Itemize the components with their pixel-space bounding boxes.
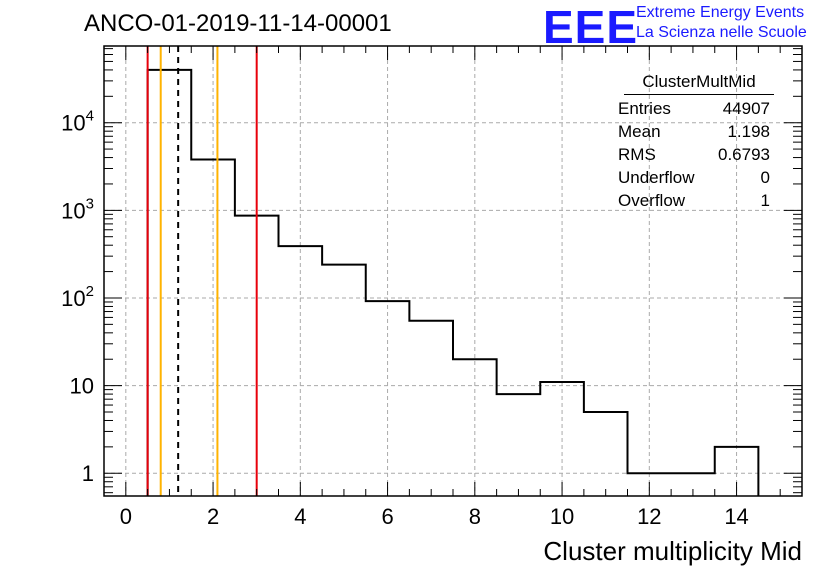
x-tick-label: 8 [469,504,481,529]
y-tick-base: 10 [61,286,85,311]
histogram-bin [497,394,541,496]
y-tick-label: 10 [70,374,94,399]
histogram-bin [584,412,628,496]
eee-logo: EEE [543,1,639,53]
stats-label: Underflow [618,168,695,187]
y-tick-exponent: 4 [86,108,94,125]
y-tick-label: 1 [82,461,94,486]
stats-value: 44907 [722,99,770,118]
y-tick-label: 103 [61,195,94,223]
y-tick-label: 102 [61,283,94,311]
stats-title: ClusterMultMid [624,72,774,95]
stats-label: Mean [618,122,661,141]
x-tick-label: 10 [550,504,574,529]
chart-title: ANCO-01-2019-11-14-00001 [84,10,392,37]
stats-value: 1.198 [727,122,770,141]
histogram-bin [453,359,497,496]
x-tick-label: 12 [637,504,661,529]
x-tick-label: 4 [294,504,306,529]
stats-row-rms: RMS 0.6793 [614,143,776,166]
stats-label: RMS [618,145,656,164]
histogram-bin [191,160,235,496]
y-tick-exponent: 3 [86,195,94,212]
histogram-bin [366,301,410,496]
stats-row-entries: Entries 44907 [614,97,776,120]
x-tick-label: 2 [207,504,219,529]
histogram-bin [322,265,366,496]
stats-value: 0 [760,168,770,187]
stats-label: Overflow [618,191,686,210]
histogram-bin [279,246,323,496]
logo-line-2: La Scienza nelle Scuole [636,24,807,41]
stats-box: ClusterMultMid Entries 44907 Mean 1.198 … [614,72,776,212]
stats-label: Entries [618,99,671,118]
stats-row-underflow: Underflow 0 [614,166,776,189]
stats-row-overflow: Overflow 1 [614,189,776,212]
y-tick-label: 104 [61,108,94,136]
histogram-bin [148,70,192,496]
stats-value: 0.6793 [718,145,770,164]
stats-row-mean: Mean 1.198 [614,120,776,143]
y-tick-exponent: 2 [86,283,94,300]
x-tick-label: 6 [381,504,393,529]
y-tick-base: 10 [61,198,85,223]
x-axis-label: Cluster multiplicity Mid [543,536,802,566]
x-tick-label: 0 [120,504,132,529]
stats-value: 1 [760,191,770,210]
histogram-bin [540,382,584,496]
y-tick-base: 10 [61,111,85,136]
histogram-line [146,68,760,496]
x-tick-label: 14 [724,504,748,529]
histogram-bin [409,321,453,496]
logo-line-1: Extreme Energy Events [636,4,805,21]
